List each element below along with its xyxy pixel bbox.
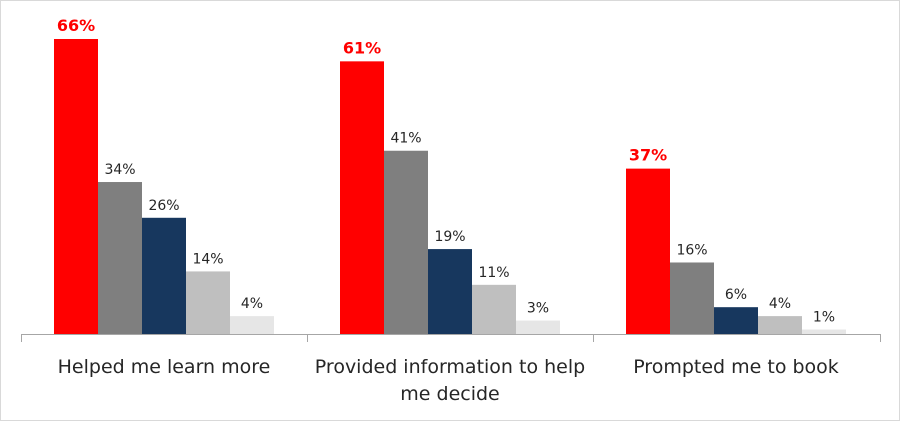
bar-g2-s4 [472, 284, 516, 334]
bar-g1-s2 [98, 182, 142, 334]
value-label-g1-s4: 14% [192, 251, 223, 267]
value-label-g2-s2: 41% [390, 131, 421, 147]
value-label-g1-s3: 26% [148, 198, 179, 214]
bar-g1-s5 [230, 316, 274, 334]
value-label-g1-s2: 34% [104, 162, 135, 178]
bar-g3-s2 [670, 262, 714, 334]
value-label-g3-s5: 1% [813, 310, 835, 326]
value-label-g3-s1: 37% [629, 146, 667, 165]
value-label-g3-s4: 4% [769, 296, 791, 312]
value-label-g3-s3: 6% [725, 287, 747, 303]
category-label-1: Helped me learn more [58, 356, 271, 378]
bar-g3-s3 [714, 307, 758, 334]
bar-g3-s5 [802, 329, 846, 334]
value-label-g2-s1: 61% [343, 38, 381, 57]
value-label-g1-s1: 66% [57, 16, 95, 35]
bar-g2-s3 [428, 249, 472, 334]
value-label-g2-s4: 11% [478, 265, 509, 281]
bar-g3-s4 [758, 316, 802, 334]
category-label-3: Prompted me to book [633, 356, 839, 378]
bar-g3-s1 [626, 168, 670, 334]
bar-g2-s5 [516, 320, 560, 334]
bar-g1-s1 [54, 39, 98, 334]
value-label-g2-s3: 19% [434, 229, 465, 245]
bar-g1-s3 [142, 217, 186, 334]
value-label-g2-s5: 3% [527, 301, 549, 317]
value-label-g3-s2: 16% [676, 242, 707, 258]
value-label-g1-s5: 4% [241, 296, 263, 312]
bar-g1-s4 [186, 271, 230, 334]
bar-g2-s1 [340, 61, 384, 335]
bar-g2-s2 [384, 150, 428, 334]
category-label-2: Provided information to help me decide [315, 356, 585, 405]
